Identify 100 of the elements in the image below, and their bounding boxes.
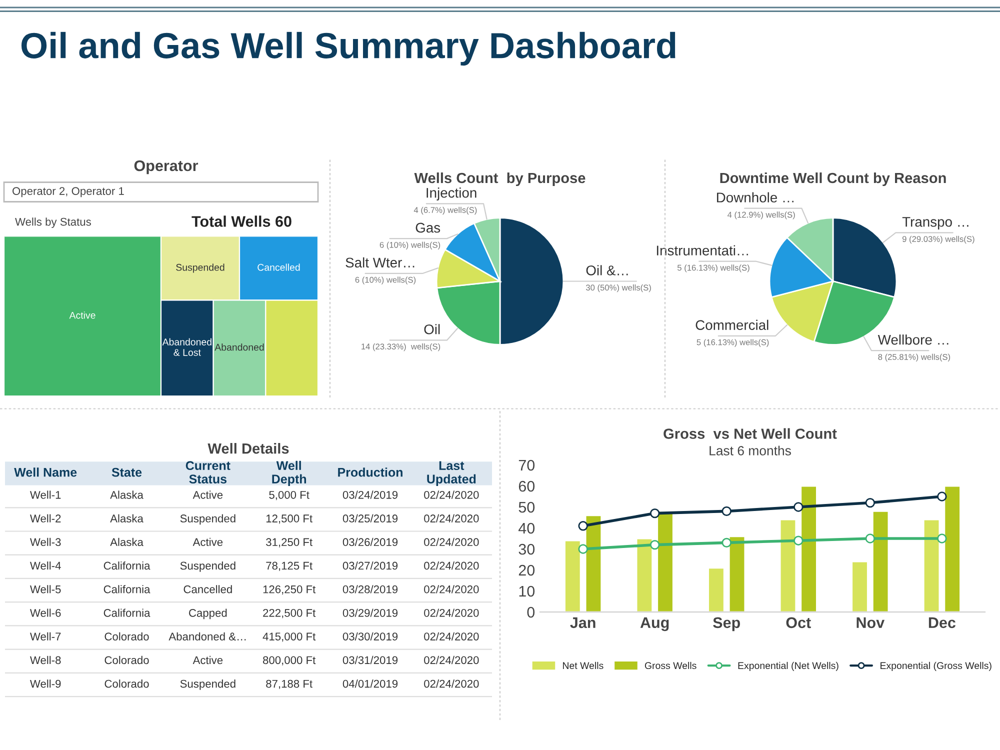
category-label: Cancelled [258, 264, 300, 271]
chart-title: Gross vs Net Well Count [664, 428, 837, 439]
slice-label: Instrumentati… [656, 245, 748, 256]
text: 02/24/2020 [424, 608, 479, 617]
x-tick-label: Oct [786, 617, 811, 628]
slice-label: Downhole … [717, 192, 794, 202]
x-tick-label: Sep [713, 617, 740, 632]
category-label: Production [338, 468, 402, 477]
text: 02/24/2020 [424, 514, 479, 522]
y-tick-label: 50 [518, 502, 535, 513]
text: 31,250 Ft [266, 538, 312, 548]
data-label: 6 (10%) wells(S) [355, 276, 416, 284]
text: 03/25/2019 [342, 514, 398, 522]
text: 03/27/2019 [342, 561, 398, 570]
text: Alaska [110, 490, 144, 499]
text: Cancelled [184, 585, 232, 594]
text: Capped [189, 608, 227, 620]
data-label: 6 (10%) wells(S) [380, 242, 440, 250]
text: Well-4 [30, 561, 61, 570]
slice-label: Oil [424, 324, 440, 334]
text: Well-5 [30, 585, 61, 594]
text: 03/26/2019 [342, 538, 398, 546]
text: California [104, 561, 150, 570]
bar [851, 560, 868, 612]
text: 03/30/2019 [342, 632, 398, 640]
legend-label: Net Wells [563, 662, 604, 670]
chart-title: Wells Count by Purpose [414, 172, 586, 186]
text: 04/01/2019 [342, 680, 398, 688]
legend-label: Exponential (Gross Wells) [880, 662, 992, 671]
text: Operator 2, Operator 1 [12, 187, 124, 198]
text: Active [192, 538, 223, 546]
text: 415,000 Ft [262, 632, 316, 642]
text: 12,500 Ft [266, 514, 312, 524]
text: Well-2 [30, 514, 61, 522]
text: Active [192, 490, 223, 499]
category-label: Well Depth [272, 460, 306, 486]
text: 02/24/2020 [424, 656, 479, 664]
data-label: 4 (12.9%) wells(S) [727, 212, 795, 220]
data-label: 9 (29.03%) wells(S) [902, 236, 974, 244]
text: Active [192, 656, 223, 664]
text: 03/31/2019 [342, 656, 398, 664]
text: Well-7 [30, 632, 61, 640]
text: 03/28/2019 [342, 585, 398, 594]
y-tick-label: 60 [518, 480, 535, 492]
text: Well-1 [30, 490, 61, 499]
chart-subtitle: Last 6 months [710, 446, 791, 456]
text: Colorado [104, 656, 149, 664]
data-label: 8 (25.81%) wells(S) [878, 354, 950, 362]
legend-label: Exponential (Net Wells) [738, 662, 838, 671]
slice-label: Gas [416, 222, 440, 233]
text: 02/24/2020 [424, 490, 479, 499]
slice-label: Commercial [696, 320, 768, 330]
text: California [104, 585, 150, 594]
slice-label: Injection [426, 188, 476, 200]
text: Suspended [180, 561, 236, 572]
point [722, 538, 732, 548]
text: 78,125 Ft [266, 562, 312, 571]
text: 02/24/2020 [424, 561, 479, 570]
data-label: 5 (16.13%) wells(S) [696, 339, 769, 347]
text: Well-3 [30, 538, 61, 546]
text: Wells by Status [15, 218, 91, 228]
text: Operator [134, 160, 198, 174]
point [937, 492, 947, 502]
data-label: 4 (6.7%) wells(S) [414, 206, 477, 215]
y-tick-label: 30 [518, 544, 535, 555]
y-tick-label: 20 [518, 564, 535, 576]
text: 03/29/2019 [342, 608, 398, 617]
x-tick-label: Jan [570, 617, 596, 628]
text: 02/24/2020 [424, 585, 479, 594]
point [937, 534, 947, 544]
text: Well-9 [30, 680, 61, 688]
x-tick-label: Aug [640, 617, 669, 632]
text: Colorado [104, 632, 149, 640]
category-label: Active [69, 312, 96, 319]
text: Colorado [104, 680, 149, 688]
slice-label: Salt Wter… [346, 257, 414, 268]
point [794, 502, 804, 512]
text: Alaska [110, 538, 144, 546]
point [578, 521, 588, 531]
data-label: 14 (23.33%) wells(S) [362, 343, 440, 352]
text: 87,188 Ft [266, 680, 312, 690]
point [650, 508, 660, 518]
point [794, 536, 804, 546]
point [865, 534, 876, 544]
text: California [104, 608, 150, 617]
category-label: Abandoned & Lost [162, 338, 212, 356]
point [578, 544, 588, 554]
point [865, 498, 876, 508]
category-label: Current Status [186, 461, 230, 484]
category-label: Suspended [176, 264, 224, 273]
y-tick-label: 70 [518, 460, 535, 471]
point [650, 540, 660, 550]
text: 126,250 Ft [263, 585, 316, 595]
text: Abandoned &… [168, 632, 246, 640]
text: 02/24/2020 [424, 680, 479, 688]
point [722, 506, 732, 516]
category-label: Abandoned [214, 344, 264, 351]
text: 800,000 Ft [263, 656, 316, 666]
text: 222,500 Ft [263, 609, 316, 618]
text: Suspended [180, 514, 236, 525]
